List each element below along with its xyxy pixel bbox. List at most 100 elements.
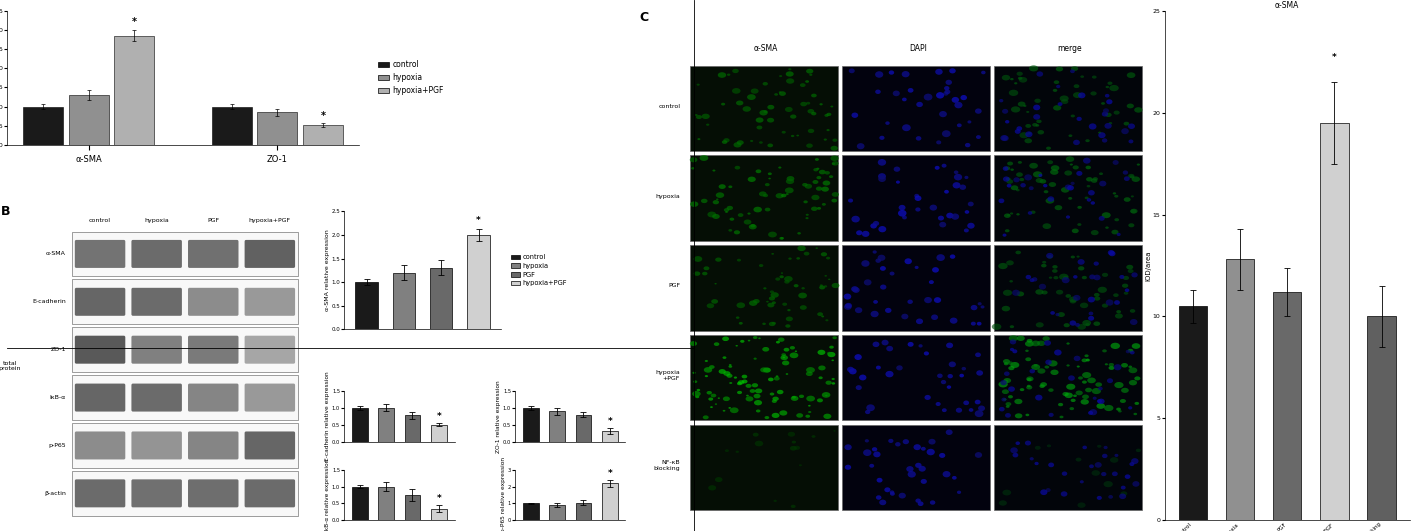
Ellipse shape [1030,457,1034,460]
Ellipse shape [1016,126,1022,131]
Ellipse shape [808,109,815,114]
Ellipse shape [945,90,951,94]
Ellipse shape [1010,168,1015,171]
Ellipse shape [828,352,832,355]
Ellipse shape [751,224,755,227]
Ellipse shape [706,124,710,126]
Ellipse shape [975,452,982,458]
Ellipse shape [704,360,708,362]
Ellipse shape [1064,184,1071,190]
Ellipse shape [1002,306,1010,311]
Ellipse shape [812,180,819,184]
Ellipse shape [737,382,743,386]
Ellipse shape [854,354,862,360]
Ellipse shape [819,286,825,289]
Ellipse shape [939,453,945,458]
Ellipse shape [1100,181,1107,186]
Ellipse shape [728,229,733,232]
Ellipse shape [1043,336,1050,341]
Ellipse shape [738,322,743,324]
Ellipse shape [1085,166,1091,169]
Ellipse shape [1036,289,1043,295]
Ellipse shape [1024,174,1032,181]
Ellipse shape [822,392,830,398]
Ellipse shape [1077,259,1084,265]
Text: D: D [1111,0,1121,3]
Ellipse shape [828,352,836,357]
Ellipse shape [1125,474,1131,479]
Ellipse shape [798,232,801,235]
Bar [690,245,837,331]
Ellipse shape [1104,123,1112,129]
FancyBboxPatch shape [245,240,295,268]
Ellipse shape [924,297,932,303]
Ellipse shape [1122,170,1128,175]
Text: *: * [320,111,326,121]
Bar [690,425,837,510]
Ellipse shape [1044,340,1051,346]
Ellipse shape [769,290,774,293]
Ellipse shape [711,393,717,397]
Ellipse shape [886,122,890,125]
Bar [1367,316,1396,520]
Ellipse shape [1101,102,1105,105]
Ellipse shape [772,399,777,403]
Ellipse shape [816,207,820,210]
Ellipse shape [852,113,859,118]
Ellipse shape [999,381,1007,388]
Ellipse shape [935,69,942,75]
Ellipse shape [1087,185,1090,187]
Bar [842,425,990,510]
Ellipse shape [752,433,758,436]
Ellipse shape [782,303,786,306]
Ellipse shape [914,444,921,450]
Ellipse shape [1101,472,1107,476]
Ellipse shape [1016,292,1024,296]
Ellipse shape [1056,313,1060,316]
Ellipse shape [1057,102,1063,106]
Ellipse shape [1040,179,1046,184]
Ellipse shape [738,213,744,217]
Ellipse shape [1040,384,1044,388]
Ellipse shape [915,499,921,503]
Ellipse shape [1066,216,1070,219]
Ellipse shape [832,283,839,288]
Ellipse shape [823,414,832,419]
Title: α-SMA: α-SMA [1275,1,1299,10]
Ellipse shape [964,228,969,233]
Ellipse shape [1036,395,1043,400]
Ellipse shape [723,138,730,142]
Ellipse shape [1054,205,1063,210]
Ellipse shape [764,110,768,113]
Ellipse shape [1002,75,1010,80]
Ellipse shape [914,194,920,198]
Ellipse shape [965,176,968,179]
Ellipse shape [1003,166,1009,171]
Ellipse shape [781,355,788,360]
Ellipse shape [884,487,890,492]
Ellipse shape [771,253,774,255]
Ellipse shape [1105,94,1110,98]
Ellipse shape [981,71,986,74]
Ellipse shape [747,94,755,100]
Ellipse shape [1083,158,1091,164]
Ellipse shape [1085,358,1090,361]
Ellipse shape [1060,96,1068,101]
Ellipse shape [760,191,767,196]
Ellipse shape [825,395,828,396]
Ellipse shape [976,322,982,326]
Ellipse shape [968,121,972,124]
Text: total
protein: total protein [0,361,21,371]
Ellipse shape [1037,130,1044,134]
Text: PGF: PGF [207,218,220,223]
Ellipse shape [806,102,811,105]
FancyBboxPatch shape [245,288,295,316]
Ellipse shape [703,415,708,419]
Ellipse shape [1050,169,1058,175]
Ellipse shape [1056,66,1063,72]
Ellipse shape [1002,398,1006,401]
Ellipse shape [723,397,730,401]
Text: B: B [1,205,11,218]
Ellipse shape [697,138,700,140]
Ellipse shape [690,201,699,207]
